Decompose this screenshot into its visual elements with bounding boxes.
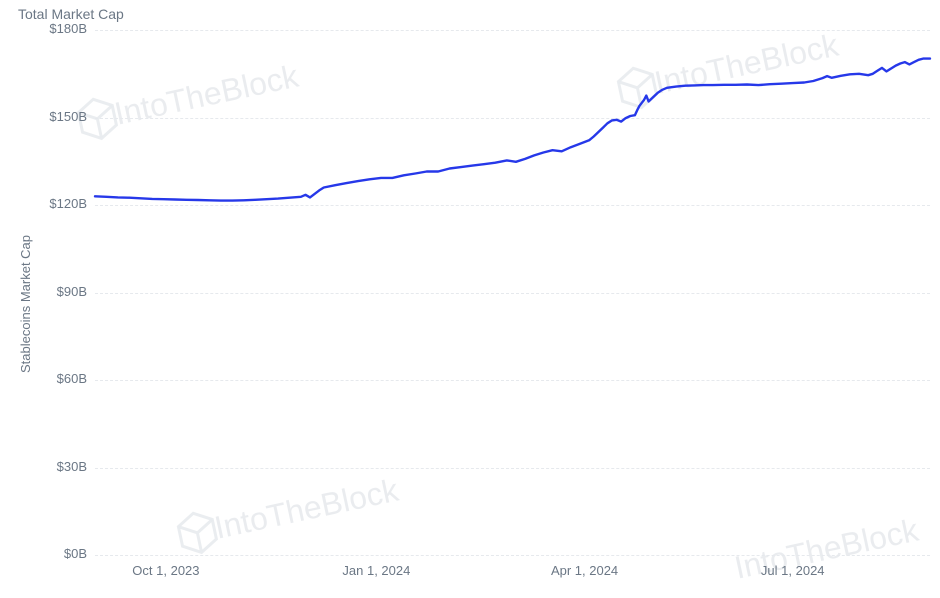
series-line bbox=[95, 59, 930, 201]
chart-container: Total Market Cap Stablecoins Market Cap … bbox=[0, 0, 940, 598]
line-layer bbox=[0, 0, 940, 598]
